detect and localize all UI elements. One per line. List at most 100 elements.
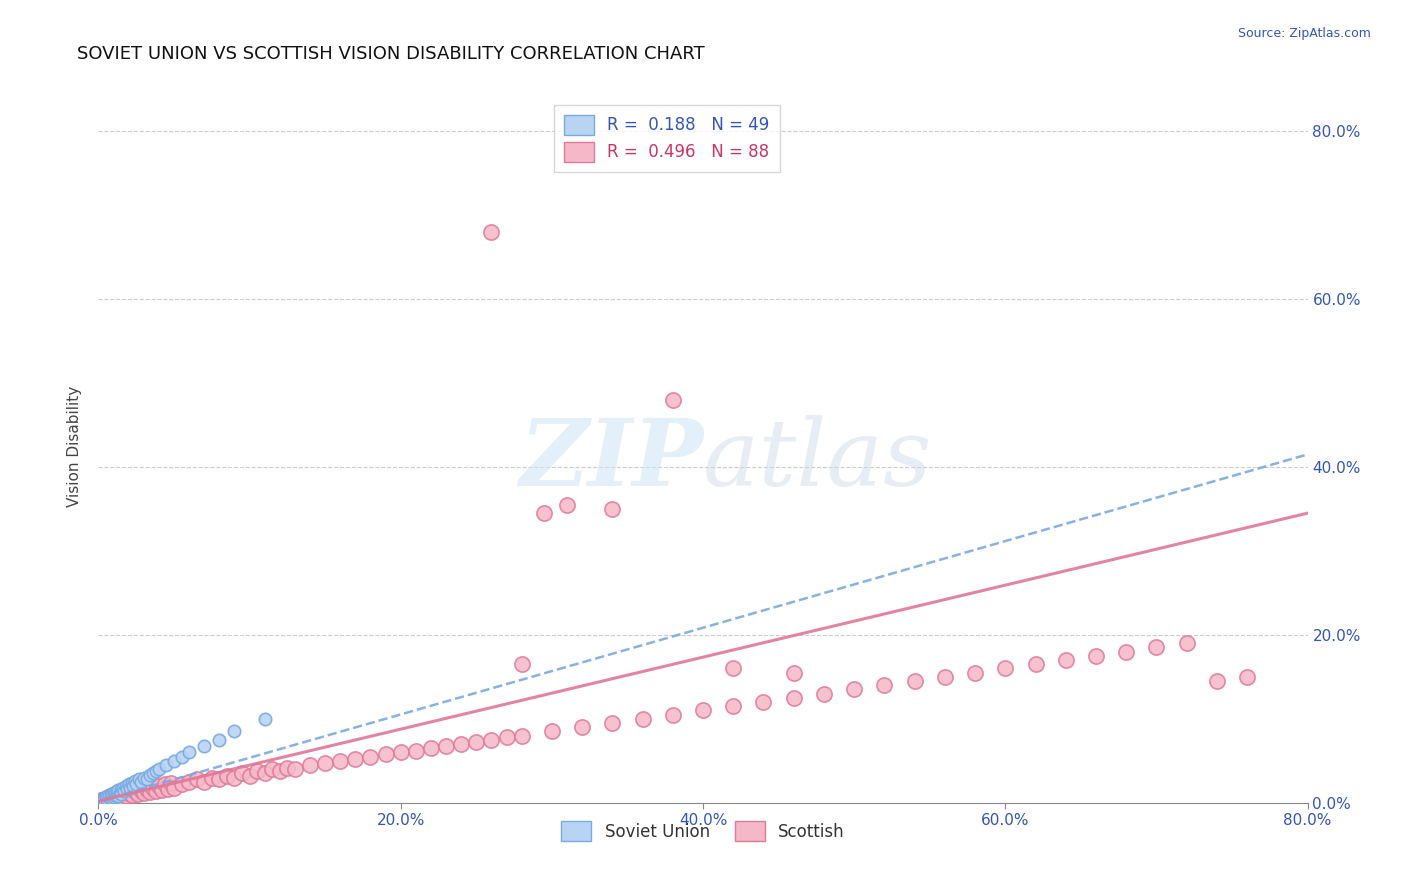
Point [93,792,115,806]
Point [103,786,125,800]
Point [105,784,128,798]
Legend: Soviet Union, Scottish: Soviet Union, Scottish [554,814,852,848]
Point [239,769,262,783]
Point [148,779,170,793]
Point [142,766,165,780]
Point [135,782,157,797]
Point [844,682,866,697]
Point [193,774,215,789]
Point [374,747,396,761]
Point [120,780,142,795]
Point [405,744,427,758]
Point [904,674,927,689]
Point [783,690,806,705]
Point [813,687,835,701]
Point [156,782,179,797]
Point [201,771,224,785]
Point [224,771,246,785]
Point [631,712,654,726]
Point [104,789,127,803]
Point [1024,657,1046,672]
Point [148,762,170,776]
Point [139,768,162,782]
Point [112,784,135,798]
Point [533,506,555,520]
Point [208,732,231,747]
Point [111,788,134,802]
Point [100,788,122,802]
Point [129,774,152,789]
Point [314,756,336,770]
Point [994,661,1017,675]
Point [105,789,128,803]
Point [481,225,503,239]
Point [420,741,443,756]
Point [186,772,208,787]
Point [276,760,298,774]
Point [125,777,148,791]
Point [122,779,145,793]
Text: SOVIET UNION VS SCOTTISH VISION DISABILITY CORRELATION CHART: SOVIET UNION VS SCOTTISH VISION DISABILI… [77,45,704,62]
Point [110,782,132,797]
Point [145,784,167,798]
Point [129,783,152,797]
Point [118,786,141,800]
Point [155,758,177,772]
Text: ZIP: ZIP [519,416,703,505]
Point [96,791,118,805]
Point [752,695,775,709]
Point [602,502,624,516]
Point [105,788,128,802]
Point [389,746,412,760]
Point [465,735,488,749]
Point [179,746,201,760]
Point [344,752,367,766]
Point [555,498,578,512]
Point [934,670,956,684]
Point [142,780,165,795]
Point [150,783,173,797]
Point [170,749,193,764]
Point [540,724,562,739]
Point [107,789,129,803]
Point [93,791,115,805]
Point [246,764,269,778]
Point [153,777,176,791]
Point [98,789,121,803]
Point [284,762,307,776]
Point [965,665,987,680]
Point [1115,645,1137,659]
Point [170,777,193,791]
Point [571,720,593,734]
Point [114,789,136,803]
Point [110,787,132,801]
Point [101,789,124,803]
Point [1054,653,1077,667]
Point [299,758,322,772]
Point [104,785,127,799]
Point [1085,648,1108,663]
Point [193,739,215,753]
Point [107,783,129,797]
Point [108,786,131,800]
Text: atlas: atlas [703,416,932,505]
Point [132,771,155,785]
Point [253,712,276,726]
Point [269,764,291,778]
Point [723,661,745,675]
Point [602,716,624,731]
Point [139,785,162,799]
Point [1206,674,1229,689]
Point [103,789,125,804]
Point [163,754,186,768]
Point [692,703,714,717]
Point [115,782,138,797]
Point [111,780,134,795]
Point [135,772,157,787]
Point [661,392,683,407]
Point [224,724,246,739]
Point [510,729,533,743]
Point [163,780,186,795]
Point [215,769,238,783]
Point [118,777,141,791]
